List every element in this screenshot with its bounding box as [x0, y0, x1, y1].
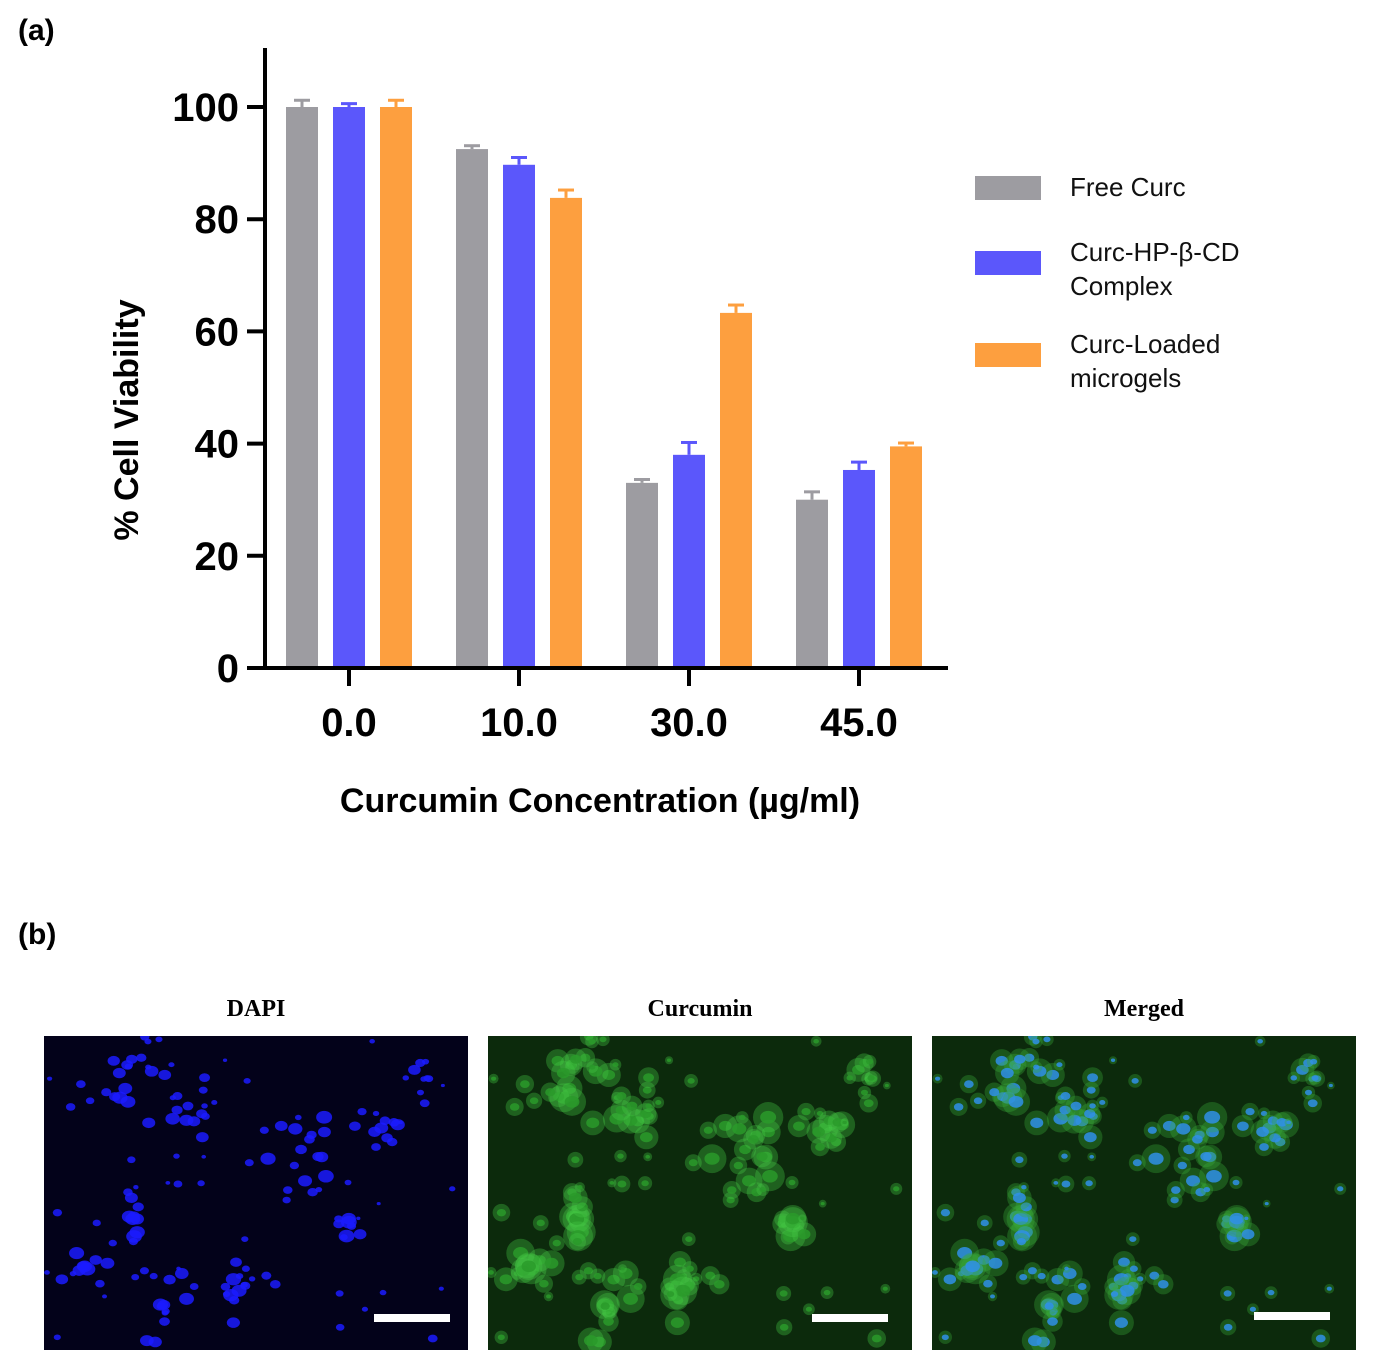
- bar-chart: 0 20 40 60 80 100 0.0 10.0 30.0 45.0 Free Curc Cur…: [108, 48, 1240, 820]
- error-bar: [511, 155, 527, 165]
- error-bar: [634, 478, 650, 483]
- bar-curc-hp-cd-complex-45.0: [843, 469, 875, 668]
- bar-curc-loaded-microgels-30.0: [720, 312, 752, 668]
- y-tick-label: 0: [217, 647, 239, 691]
- x-tick-label: 10.0: [480, 701, 558, 745]
- micro-title-dapi: DAPI: [226, 996, 286, 1022]
- y-tick-label: 100: [172, 86, 239, 130]
- bar-curc-hp-cd-complex-10.0: [503, 164, 535, 668]
- error-bar: [388, 98, 404, 107]
- scale-bar: [374, 1314, 450, 1322]
- error-bar: [558, 188, 574, 198]
- legend-label: Curc-HP-β-CD: [1070, 237, 1240, 267]
- legend-swatch: [975, 176, 1041, 200]
- error-bar: [851, 460, 867, 470]
- y-tick-label: 60: [195, 310, 240, 354]
- bar-free-curc-30.0: [626, 482, 658, 668]
- error-bar: [804, 490, 820, 500]
- y-tick-label: 20: [195, 535, 240, 579]
- bar-curc-hp-cd-complex-0.0: [333, 107, 365, 668]
- y-tick-label: 80: [195, 198, 240, 242]
- bar-curc-hp-cd-complex-30.0: [673, 454, 705, 668]
- legend-swatch: [975, 343, 1041, 367]
- error-bar: [728, 303, 744, 313]
- legend-label: Complex: [1070, 271, 1173, 301]
- x-tick-label: 0.0: [321, 701, 377, 745]
- bar-curc-loaded-microgels-45.0: [890, 446, 922, 668]
- error-bar: [464, 144, 480, 150]
- legend-label: microgels: [1070, 363, 1181, 393]
- error-bar: [898, 441, 914, 447]
- micro-title-curcumin: Curcumin: [647, 996, 753, 1022]
- bar-free-curc-0.0: [286, 107, 318, 668]
- micro-title-merged: Merged: [1104, 996, 1184, 1022]
- micrograph-dapi: [44, 1036, 468, 1350]
- bar-curc-loaded-microgels-0.0: [380, 107, 412, 668]
- y-tick-label: 40: [195, 423, 240, 467]
- bar-curc-loaded-microgels-10.0: [550, 197, 582, 668]
- legend-label: Free Curc: [1070, 172, 1186, 202]
- error-bar: [294, 98, 310, 107]
- x-axis-title: Curcumin Concentration (µg/ml): [340, 782, 860, 820]
- micrograph-merged: [932, 1036, 1356, 1350]
- micrograph-curcumin: [488, 1036, 912, 1350]
- bar-free-curc-45.0: [796, 499, 828, 668]
- x-tick-label: 30.0: [650, 701, 728, 745]
- y-axis-title: % Cell Viability: [108, 299, 146, 540]
- error-bar: [341, 102, 357, 107]
- panel-label-b: (b): [18, 918, 57, 951]
- bar-free-curc-10.0: [456, 149, 488, 668]
- scale-bar: [1254, 1312, 1330, 1320]
- error-bar: [681, 440, 697, 455]
- x-tick-label: 45.0: [820, 701, 898, 745]
- legend-swatch: [975, 251, 1041, 275]
- legend-label: Curc-Loaded: [1070, 329, 1220, 359]
- scale-bar: [812, 1314, 888, 1322]
- panel-label-a: (a): [18, 14, 55, 47]
